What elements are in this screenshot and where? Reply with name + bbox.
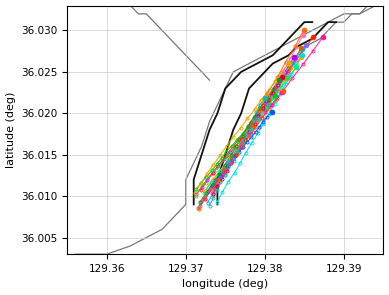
Y-axis label: latitude (deg): latitude (deg): [5, 92, 16, 168]
X-axis label: longitude (deg): longitude (deg): [182, 279, 268, 289]
